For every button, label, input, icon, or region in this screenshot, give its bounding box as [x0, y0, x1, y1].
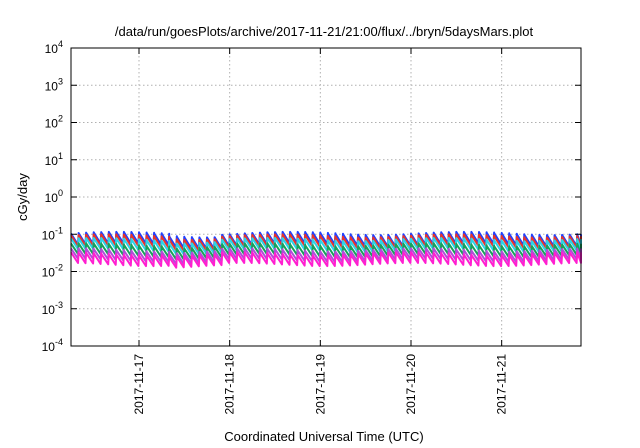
series-group — [70, 230, 582, 269]
y-tick-label: 100 — [45, 188, 63, 205]
series-line — [70, 251, 582, 269]
x-tick-labels: 2017-11-17 2017-11-18 2017-11-19 2017-11-20… — [132, 354, 509, 415]
y-tick-label: 103 — [45, 76, 63, 93]
x-tick-label: 2017-11-19 — [313, 354, 327, 415]
y-tick-label: 101 — [45, 151, 63, 168]
y-tick-label: 10-1 — [42, 225, 63, 242]
y-tick-label: 10-3 — [42, 300, 63, 317]
y-tick-label: 102 — [45, 114, 63, 131]
axis-ticks — [71, 47, 581, 347]
chart-title: /data/run/goesPlots/archive/2017-11-21/2… — [115, 24, 534, 39]
x-axis-label: Coordinated Universal Time (UTC) — [224, 429, 423, 444]
x-tick-label: 2017-11-21 — [495, 354, 509, 415]
y-axis-label: cGy/day — [15, 173, 30, 221]
grid — [71, 48, 581, 346]
x-tick-label: 2017-11-20 — [404, 354, 418, 415]
x-tick-label: 2017-11-17 — [132, 354, 146, 415]
y-tick-label: 10-2 — [42, 263, 63, 280]
y-tick-label: 104 — [45, 39, 63, 56]
x-tick-label: 2017-11-18 — [223, 354, 237, 415]
y-tick-labels: 10-4 10-3 10-2 10-1 100 101 102 103 104 — [42, 39, 63, 354]
y-tick-label: 10-4 — [42, 337, 63, 354]
